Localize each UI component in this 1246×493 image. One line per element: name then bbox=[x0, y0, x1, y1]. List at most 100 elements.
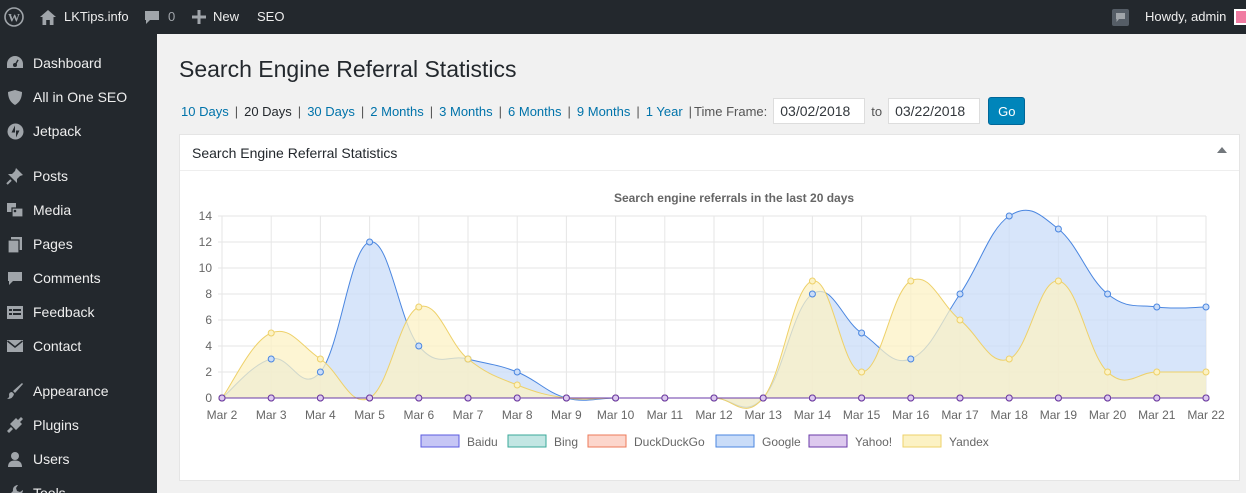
series-line-yandex bbox=[221, 278, 1206, 409]
data-point bbox=[956, 394, 964, 402]
new-content-link[interactable]: New bbox=[192, 0, 239, 34]
legend-label: Bing bbox=[554, 435, 578, 449]
chart-title: Search engine referrals in the last 20 d… bbox=[614, 191, 854, 205]
y-tick-label: 12 bbox=[199, 235, 213, 249]
data-point bbox=[1153, 394, 1161, 402]
x-tick-label: Mar 12 bbox=[695, 408, 733, 422]
avatar[interactable] bbox=[1234, 9, 1246, 25]
data-point bbox=[1202, 303, 1210, 311]
sidebar-item-dashboard[interactable]: Dashboard bbox=[0, 46, 157, 80]
legend-swatch bbox=[902, 434, 942, 448]
legend-label: Yandex bbox=[949, 435, 989, 449]
data-point bbox=[661, 394, 669, 402]
stats-postbox: Search Engine Referral Statistics Search… bbox=[179, 134, 1240, 481]
data-point bbox=[267, 329, 275, 337]
x-tick-label: Mar 8 bbox=[502, 408, 533, 422]
data-point bbox=[759, 394, 767, 402]
main-content: Search Engine Referral Statistics 10 Day… bbox=[157, 34, 1246, 493]
to-label: to bbox=[871, 103, 883, 119]
sidebar-item-contact[interactable]: Contact bbox=[0, 329, 157, 363]
data-point bbox=[1005, 394, 1013, 402]
data-point bbox=[858, 368, 866, 376]
sidebar-item-media[interactable]: Media bbox=[0, 193, 157, 227]
sidebar-item-appearance[interactable]: Appearance bbox=[0, 374, 157, 408]
feedback-icon bbox=[5, 302, 25, 322]
data-point bbox=[612, 394, 620, 402]
range-10-days[interactable]: 10 Days bbox=[181, 103, 229, 119]
sidebar-item-pages[interactable]: Pages bbox=[0, 227, 157, 261]
data-point bbox=[464, 394, 472, 402]
sidebar-item-label: Dashboard bbox=[33, 55, 102, 71]
x-tick-label: Mar 17 bbox=[941, 408, 979, 422]
collapse-toggle-icon[interactable] bbox=[1217, 147, 1227, 153]
data-point bbox=[415, 394, 423, 402]
x-tick-label: Mar 21 bbox=[1138, 408, 1176, 422]
sidebar-item-comments[interactable]: Comments bbox=[0, 261, 157, 295]
range-30-days[interactable]: 30 Days bbox=[307, 103, 355, 119]
home-icon bbox=[40, 9, 56, 25]
range-20-days: 20 Days bbox=[244, 103, 292, 119]
range-3-months[interactable]: 3 Months bbox=[439, 103, 493, 119]
sidebar-item-label: Users bbox=[33, 451, 70, 467]
legend-label: Yahoo! bbox=[855, 435, 892, 449]
sidebar-item-all-in-one-seo[interactable]: All in One SEO bbox=[0, 80, 157, 114]
from-date-input[interactable] bbox=[773, 98, 866, 124]
range-1-year[interactable]: 1 Year bbox=[645, 103, 683, 119]
wordpress-logo-icon[interactable]: W bbox=[4, 0, 24, 34]
x-tick-label: Mar 19 bbox=[1040, 408, 1078, 422]
data-point bbox=[267, 355, 275, 363]
data-point bbox=[808, 290, 816, 298]
sidebar-item-users[interactable]: Users bbox=[0, 442, 157, 476]
notification-icon[interactable] bbox=[1112, 0, 1129, 34]
sidebar-item-tools[interactable]: Tools bbox=[0, 476, 157, 493]
data-point bbox=[267, 394, 275, 402]
legend-label: Baidu bbox=[467, 435, 498, 449]
data-point bbox=[1202, 394, 1210, 402]
site-home-link[interactable]: LKTips.info bbox=[40, 0, 129, 34]
x-tick-label: Mar 14 bbox=[794, 408, 832, 422]
sidebar-item-plugins[interactable]: Plugins bbox=[0, 408, 157, 442]
y-tick-label: 0 bbox=[205, 391, 212, 405]
x-tick-label: Mar 20 bbox=[1089, 408, 1127, 422]
series-area-yandex bbox=[222, 279, 1206, 409]
data-point bbox=[1054, 277, 1062, 285]
data-point bbox=[1054, 394, 1062, 402]
sidebar-item-feedback[interactable]: Feedback bbox=[0, 295, 157, 329]
comments-link[interactable]: 0 bbox=[144, 0, 175, 34]
sidebar-item-label: Contact bbox=[33, 338, 82, 354]
go-button[interactable]: Go bbox=[988, 97, 1026, 125]
sidebar-item-posts[interactable]: Posts bbox=[0, 159, 157, 193]
sidebar-item-jetpack[interactable]: Jetpack bbox=[0, 114, 157, 148]
legend-swatch bbox=[420, 434, 460, 448]
range-9-months[interactable]: 9 Months bbox=[576, 103, 631, 119]
data-point bbox=[316, 355, 324, 363]
sidebar-item-label: All in One SEO bbox=[33, 89, 128, 105]
sidebar-item-label: Feedback bbox=[33, 304, 95, 320]
data-point bbox=[1153, 303, 1161, 311]
seo-menu-link[interactable]: SEO bbox=[257, 0, 284, 34]
site-name: LKTips.info bbox=[64, 9, 129, 24]
new-label: New bbox=[213, 9, 240, 24]
postbox-header[interactable]: Search Engine Referral Statistics bbox=[180, 135, 1239, 171]
data-point bbox=[858, 329, 866, 337]
y-tick-label: 6 bbox=[205, 313, 212, 327]
range-2-months[interactable]: 2 Months bbox=[370, 103, 424, 119]
sidebar-item-label: Pages bbox=[33, 236, 73, 252]
sidebar-item-label: Media bbox=[33, 202, 72, 218]
data-point bbox=[808, 394, 816, 402]
x-tick-label: Mar 11 bbox=[647, 408, 684, 422]
account-menu[interactable]: Howdy, admin bbox=[1145, 0, 1226, 34]
x-tick-label: Mar 10 bbox=[597, 408, 635, 422]
data-point bbox=[218, 394, 226, 402]
data-point bbox=[513, 368, 521, 376]
to-date-input[interactable] bbox=[888, 98, 981, 124]
data-point bbox=[1005, 212, 1013, 220]
tools-icon bbox=[5, 483, 25, 493]
range-6-months[interactable]: 6 Months bbox=[508, 103, 562, 119]
legend-swatch bbox=[507, 434, 547, 448]
shield-icon bbox=[5, 87, 25, 107]
media-icon bbox=[5, 200, 25, 220]
plus-icon bbox=[192, 10, 206, 24]
data-point bbox=[1104, 394, 1112, 402]
legend-swatch bbox=[808, 434, 848, 448]
